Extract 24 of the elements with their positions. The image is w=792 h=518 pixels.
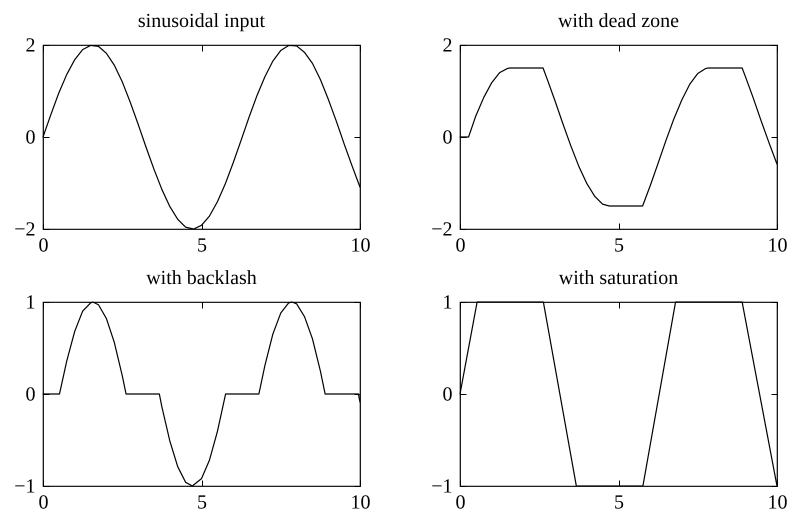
y-tick-label: −2 [431, 218, 452, 240]
chart-title: with saturation [558, 267, 678, 289]
y-tick-label: 0 [26, 384, 36, 406]
y-tick-label: −2 [14, 218, 36, 240]
y-tick-label: 1 [26, 292, 36, 314]
y-tick-label: 0 [26, 126, 36, 148]
chart-title: with backlash [146, 267, 257, 289]
chart-title: with dead zone [558, 10, 680, 32]
y-tick-label: 2 [26, 34, 36, 56]
x-tick-label: 5 [614, 492, 624, 514]
y-tick-label: −1 [431, 476, 452, 498]
x-tick-label: 10 [350, 234, 370, 256]
x-tick-label: 10 [350, 492, 370, 514]
y-tick-label: −1 [14, 476, 36, 498]
y-tick-label: 2 [442, 34, 452, 56]
x-tick-label: 5 [197, 492, 207, 514]
x-tick-label: 5 [197, 234, 207, 256]
y-tick-label: 1 [442, 292, 452, 314]
y-tick-label: 0 [442, 126, 452, 148]
chart-title: sinusoidal input [138, 10, 266, 32]
x-tick-label: 10 [768, 492, 788, 514]
x-tick-label: 10 [768, 234, 788, 256]
x-tick-label: 5 [614, 234, 624, 256]
y-tick-label: 0 [442, 384, 452, 406]
